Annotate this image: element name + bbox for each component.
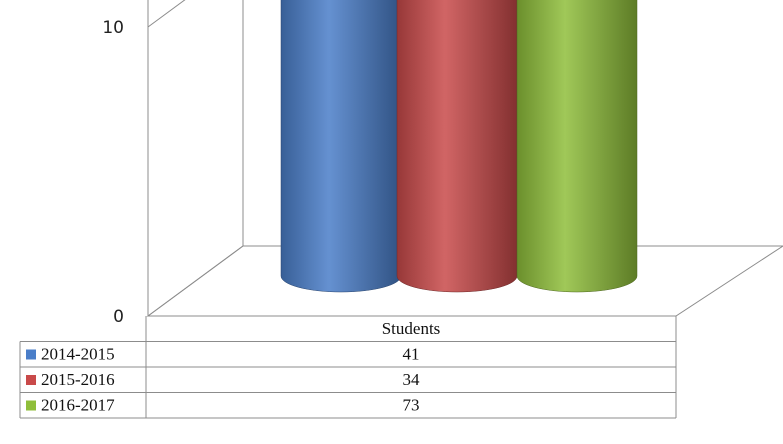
bar-2016-2017 (516, 0, 638, 293)
legend-entry: 2016-2017 (41, 396, 115, 415)
bar-2014-2015 (280, 0, 402, 293)
bar-body (396, 0, 518, 293)
bar-body (280, 0, 402, 293)
legend-entry: 2015-2016 (41, 370, 115, 389)
floor (146, 245, 783, 317)
bars (280, 0, 638, 293)
legend-swatch (26, 375, 36, 385)
gridline (147, 0, 186, 28)
y-axis: 01020304050607080 (102, 18, 124, 327)
data-value: 41 (403, 345, 420, 364)
bar-body (516, 0, 638, 293)
y-tick-label: 0 (113, 307, 124, 327)
data-value: 73 (403, 396, 420, 415)
legend-swatch (26, 400, 36, 411)
legend-entry: 2014-2015 (41, 345, 115, 364)
bar-2015-2016 (396, 0, 518, 293)
data-value: 34 (403, 370, 421, 389)
category-label: Students (382, 319, 441, 338)
data-table: Students 2014-2015 41 2015-2016 34 2016-2017 7… (19, 316, 677, 419)
legend-swatch (26, 349, 36, 360)
y-tick-label: 10 (102, 18, 124, 38)
